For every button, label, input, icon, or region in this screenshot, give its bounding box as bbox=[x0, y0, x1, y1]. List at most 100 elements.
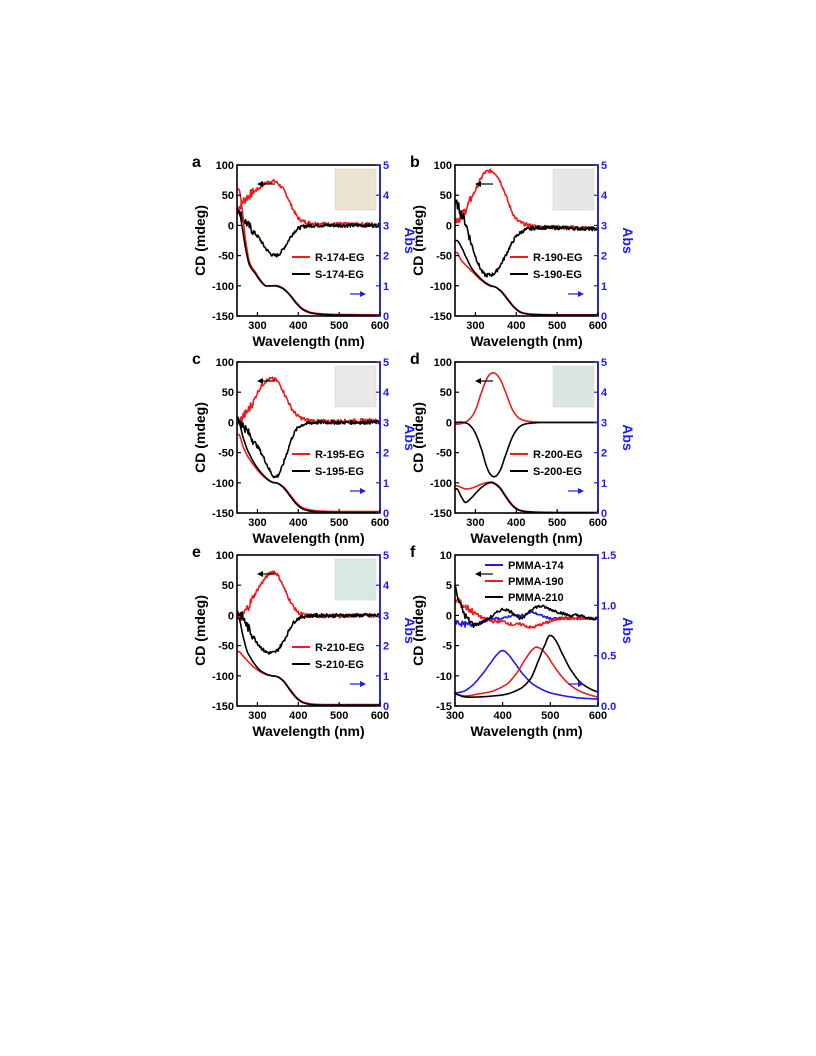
x-tick-label: 300 bbox=[466, 517, 484, 529]
y-tick-label: 0 bbox=[228, 220, 234, 232]
panel-f: 300 400 500 600 10 5 0 -5 -10 -15 1.5 1.0 0.5 0.0 Wave… bbox=[410, 544, 636, 739]
legend: R-210-EG S-210-EG bbox=[292, 642, 365, 671]
legend-label: R-210-EG bbox=[315, 642, 365, 654]
y2-tick-label: 3 bbox=[601, 220, 607, 232]
plot-area bbox=[455, 168, 598, 316]
cd-arrow-head bbox=[475, 181, 481, 187]
abs-arrow-head bbox=[578, 291, 584, 297]
x-tick-label: 400 bbox=[493, 710, 511, 722]
y-tick-label: 100 bbox=[216, 160, 234, 172]
panel-letter: e bbox=[192, 544, 201, 561]
x-tick-label: 600 bbox=[371, 710, 389, 722]
cd-arrow-head bbox=[475, 571, 481, 577]
inset-photo bbox=[334, 365, 377, 408]
y-tick-label: -50 bbox=[218, 448, 234, 460]
y-tick-label: -150 bbox=[212, 311, 234, 323]
x-tick-label: 300 bbox=[248, 517, 266, 529]
inset-photo bbox=[552, 365, 595, 408]
y-axis-label: CD (mdeg) bbox=[192, 595, 208, 666]
legend: R-195-EG S-195-EG bbox=[292, 449, 365, 478]
y2-tick-label: 0 bbox=[601, 508, 607, 520]
series-line-b-1 bbox=[455, 199, 598, 278]
legend: R-200-EG S-200-EG bbox=[510, 449, 583, 478]
abs-arrow-head bbox=[360, 488, 366, 494]
x-tick-label: 500 bbox=[541, 710, 559, 722]
abs-arrow-head bbox=[360, 291, 366, 297]
panel-letter: f bbox=[410, 544, 416, 561]
y-tick-label: -15 bbox=[436, 701, 452, 713]
series-line-f-1 bbox=[455, 598, 598, 630]
y-tick-label: 0 bbox=[446, 220, 452, 232]
legend-label: S-174-EG bbox=[315, 269, 364, 281]
y-tick-label: -50 bbox=[218, 251, 234, 263]
panel-letter: b bbox=[410, 154, 420, 171]
y2-axis-label: Abs bbox=[620, 424, 636, 451]
legend-label: S-200-EG bbox=[533, 466, 582, 478]
y2-tick-label: 0 bbox=[601, 311, 607, 323]
y-axis-label: CD (mdeg) bbox=[410, 402, 426, 473]
plot-area bbox=[237, 376, 380, 513]
y-tick-label: 50 bbox=[440, 190, 452, 202]
y2-tick-label: 3 bbox=[383, 610, 389, 622]
panel-letter: d bbox=[410, 351, 420, 368]
panel-d: 300 400 500 600100500-50-100-150543210Wavel… bbox=[410, 351, 636, 546]
legend: R-190-EG S-190-EG bbox=[510, 252, 583, 281]
y2-tick-label: 2 bbox=[601, 448, 607, 460]
legend-label: R-195-EG bbox=[315, 449, 365, 461]
legend-label: PMMA-190 bbox=[508, 576, 564, 588]
y-axis-label: CD (mdeg) bbox=[410, 595, 426, 666]
y2-tick-label: 1 bbox=[383, 671, 389, 683]
series-line-e-3 bbox=[237, 617, 380, 706]
series-line-d-2 bbox=[455, 481, 598, 513]
y-tick-label: -150 bbox=[212, 508, 234, 520]
y-tick-label: 100 bbox=[434, 357, 452, 369]
x-axis-label: Wavelength (nm) bbox=[470, 530, 582, 546]
y-tick-label: 50 bbox=[222, 387, 234, 399]
y2-tick-label: 1 bbox=[383, 281, 389, 293]
x-tick-label: 400 bbox=[289, 320, 307, 332]
series-line-a-1 bbox=[237, 206, 380, 258]
abs-arrow-head bbox=[578, 488, 584, 494]
y2-axis-label: Abs bbox=[620, 227, 636, 254]
x-tick-label: 600 bbox=[589, 320, 607, 332]
x-tick-label: 400 bbox=[289, 710, 307, 722]
x-tick-label: 300 bbox=[248, 710, 266, 722]
y2-tick-label: 4 bbox=[601, 190, 608, 202]
inset-photo bbox=[334, 168, 377, 211]
series-line-d-3 bbox=[455, 481, 598, 513]
y2-tick-label: 3 bbox=[383, 417, 389, 429]
y-tick-label: -100 bbox=[430, 281, 452, 293]
x-axis-label: Wavelength (nm) bbox=[470, 723, 582, 739]
x-tick-label: 400 bbox=[507, 320, 525, 332]
series-line-f-2 bbox=[455, 586, 598, 629]
y-tick-label: -100 bbox=[212, 478, 234, 490]
y-tick-label: 100 bbox=[216, 357, 234, 369]
y-tick-label: 10 bbox=[440, 550, 452, 562]
y-tick-label: -50 bbox=[436, 251, 452, 263]
panel-a: 300 400 500 600100500-50-100-150543210Wavel… bbox=[192, 154, 418, 349]
series-line-f-5 bbox=[455, 634, 598, 699]
y2-axis-label: Abs bbox=[620, 617, 636, 644]
y-tick-label: -100 bbox=[430, 478, 452, 490]
x-tick-label: 500 bbox=[548, 517, 566, 529]
y2-tick-label: 0 bbox=[383, 311, 389, 323]
y2-tick-label: 2 bbox=[383, 641, 389, 653]
panel-c: 300 400 500 600100500-50-100-150543210Wavel… bbox=[192, 351, 418, 546]
x-axis-label: Wavelength (nm) bbox=[252, 723, 364, 739]
x-axis-label: Wavelength (nm) bbox=[252, 530, 364, 546]
y2-axis-label: Abs bbox=[402, 424, 418, 451]
panel-e: 300 400 500 600100500-50-100-150543210Wavel… bbox=[192, 544, 418, 739]
y-tick-label: 0 bbox=[228, 610, 234, 622]
y2-tick-label: 2 bbox=[383, 251, 389, 263]
x-tick-label: 400 bbox=[289, 517, 307, 529]
legend-label: R-174-EG bbox=[315, 252, 365, 264]
panel-letter: c bbox=[192, 351, 201, 368]
cd-arrow-head bbox=[475, 378, 481, 384]
x-tick-label: 300 bbox=[248, 320, 266, 332]
x-tick-label: 600 bbox=[589, 710, 607, 722]
y2-tick-label: 4 bbox=[601, 387, 608, 399]
x-tick-label: 300 bbox=[466, 320, 484, 332]
x-tick-label: 300 bbox=[446, 710, 464, 722]
x-tick-label: 600 bbox=[589, 517, 607, 529]
